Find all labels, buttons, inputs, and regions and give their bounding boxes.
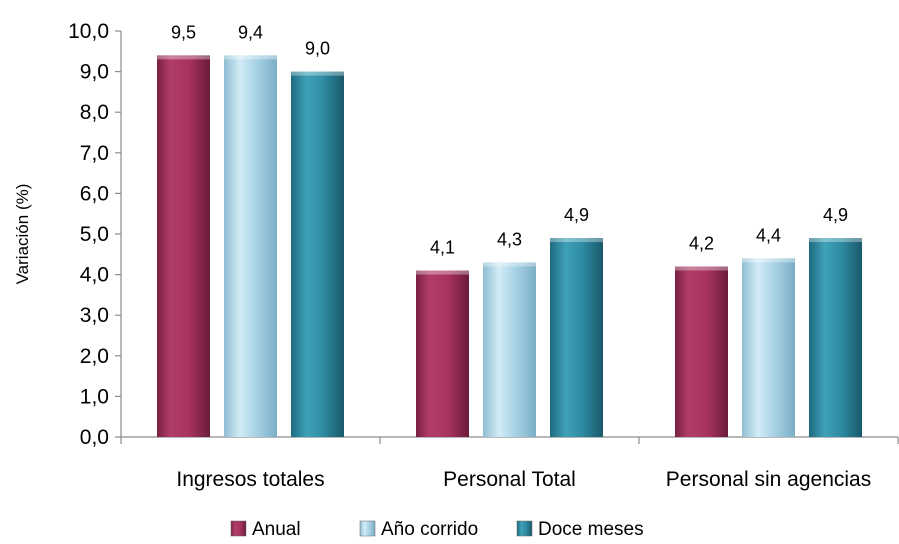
- data-label: 4,4: [756, 225, 781, 245]
- data-label: 9,4: [238, 22, 263, 42]
- y-tick-label: 1,0: [80, 385, 109, 408]
- bar-bevel: [291, 71, 344, 76]
- bar-año-corrido: [742, 258, 795, 437]
- data-label: 4,3: [497, 229, 522, 249]
- y-tick-label: 4,0: [80, 264, 109, 287]
- data-label: 4,9: [823, 205, 848, 225]
- bar-bevel: [483, 262, 536, 267]
- bar-bevel: [416, 270, 469, 275]
- bar-doce-meses: [809, 238, 862, 437]
- legend-swatch: [359, 520, 376, 537]
- data-labels-group: 9,5 9,4 9,0 4,1 4,3 4,9 4,2 4,4 4,9: [171, 22, 848, 257]
- bar-anual: [157, 55, 210, 438]
- bar-anual: [675, 266, 728, 437]
- y-tick-label: 8,0: [80, 101, 109, 124]
- x-tick-group: [120, 437, 899, 444]
- legend-swatch: [230, 520, 247, 537]
- bars-group: [157, 55, 862, 438]
- bar-doce-meses: [291, 71, 344, 437]
- y-tick-group: 0,0 1,0 2,0 3,0 4,0 5,0 6,0 7,0 8,0 9,0 10,0: [68, 20, 121, 449]
- legend-label: Año corrido: [381, 519, 478, 540]
- y-tick-label: 5,0: [80, 223, 109, 246]
- bar-bevel: [675, 266, 728, 271]
- bar-bevel: [550, 238, 603, 243]
- bar-bevel: [742, 258, 795, 263]
- data-label: 9,0: [305, 39, 330, 59]
- x-axis: [120, 436, 899, 444]
- bar-bevel: [157, 55, 210, 60]
- bar-doce-meses: [550, 238, 603, 437]
- bar-bevel: [224, 55, 277, 60]
- legend-label: Doce meses: [538, 519, 644, 540]
- y-tick-label: 0,0: [80, 426, 109, 449]
- bar-año-corrido: [224, 55, 277, 438]
- y-tick-label: 7,0: [80, 142, 109, 165]
- y-tick-label: 10,0: [68, 20, 109, 43]
- bar-año-corrido: [483, 262, 536, 437]
- bar-bevel: [809, 238, 862, 243]
- legend: Anual Año corrido Doce meses: [230, 519, 644, 540]
- category-label: Ingresos totales: [176, 468, 324, 491]
- data-label: 4,9: [564, 205, 589, 225]
- category-labels-group: Ingresos totales Personal Total Personal s…: [176, 468, 871, 491]
- y-axis-title: Variación (%): [13, 184, 32, 285]
- data-label: 4,2: [689, 233, 714, 253]
- legend-swatch: [516, 520, 533, 537]
- legend-label: Anual: [252, 519, 301, 540]
- category-label: Personal Total: [443, 468, 576, 491]
- y-tick-label: 9,0: [80, 61, 109, 84]
- y-tick-label: 6,0: [80, 182, 109, 205]
- bar-anual: [416, 270, 469, 437]
- data-label: 4,1: [430, 238, 455, 258]
- data-label: 9,5: [171, 22, 196, 42]
- y-axis: 0,0 1,0 2,0 3,0 4,0 5,0 6,0 7,0 8,0 9,0 10,0: [68, 20, 122, 449]
- y-tick-label: 2,0: [80, 345, 109, 368]
- category-label: Personal sin agencias: [666, 468, 871, 491]
- y-tick-label: 3,0: [80, 304, 109, 327]
